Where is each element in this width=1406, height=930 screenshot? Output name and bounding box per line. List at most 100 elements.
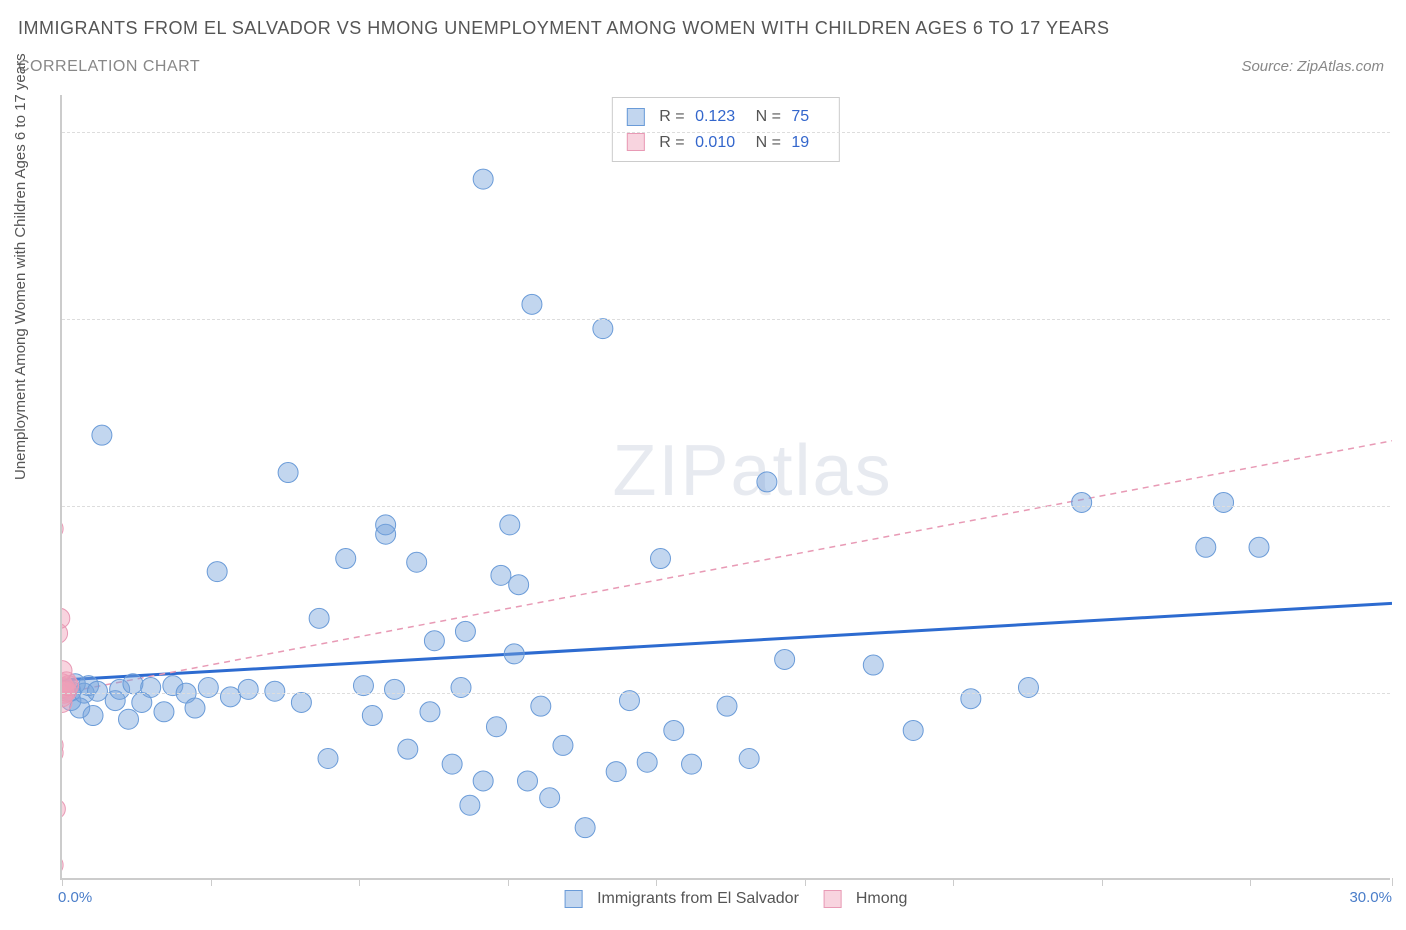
data-point xyxy=(278,463,298,483)
data-point xyxy=(407,552,427,572)
legend-n-value-1: 19 xyxy=(791,134,809,151)
data-point xyxy=(207,562,227,582)
data-point xyxy=(961,689,981,709)
data-point xyxy=(1196,537,1216,557)
data-point xyxy=(385,679,405,699)
data-point xyxy=(606,762,626,782)
data-point xyxy=(1214,492,1234,512)
x-tick xyxy=(62,878,63,886)
data-point xyxy=(220,687,240,707)
data-point xyxy=(739,749,759,769)
data-point xyxy=(198,677,218,697)
y-axis-label: Unemployment Among Women with Children A… xyxy=(12,53,29,480)
data-point xyxy=(682,754,702,774)
trend-line xyxy=(62,603,1392,680)
data-point xyxy=(593,319,613,339)
data-point xyxy=(238,679,258,699)
data-point xyxy=(420,702,440,722)
data-point xyxy=(123,674,143,694)
data-point xyxy=(473,771,493,791)
data-point xyxy=(473,169,493,189)
data-point xyxy=(83,706,103,726)
data-point xyxy=(637,752,657,772)
data-point xyxy=(491,565,511,585)
data-point xyxy=(717,696,737,716)
correlation-legend: R = 0.123 N = 75 R = 0.010 N = 19 xyxy=(612,97,840,162)
legend-r-value-0: 0.123 xyxy=(695,108,735,125)
data-point xyxy=(903,720,923,740)
data-point xyxy=(424,631,444,651)
legend-r-value-1: 0.010 xyxy=(695,134,735,151)
legend-n-value-0: 75 xyxy=(791,108,809,125)
x-axis-legend: Immigrants from El Salvador Hmong xyxy=(545,890,908,908)
data-point xyxy=(455,621,475,641)
x-tick xyxy=(508,878,509,886)
data-point xyxy=(265,681,285,701)
legend-row-series-1: R = 0.010 N = 19 xyxy=(627,130,825,156)
data-point xyxy=(62,608,70,628)
legend-n-label-0: N = xyxy=(756,108,781,125)
data-point xyxy=(62,519,63,539)
trend-line xyxy=(62,441,1392,693)
chart-subtitle: CORRELATION CHART xyxy=(18,58,200,76)
data-point xyxy=(522,294,542,314)
data-point xyxy=(504,644,524,664)
data-point xyxy=(575,818,595,838)
data-point xyxy=(863,655,883,675)
x-tick xyxy=(1102,878,1103,886)
data-point xyxy=(651,549,671,569)
data-point xyxy=(518,771,538,791)
bottom-swatch-0 xyxy=(565,890,583,908)
legend-r-label-1: R = xyxy=(659,134,684,151)
data-point xyxy=(1018,677,1038,697)
data-point xyxy=(119,709,139,729)
x-tick xyxy=(953,878,954,886)
data-point xyxy=(62,855,63,875)
data-point xyxy=(509,575,529,595)
data-point xyxy=(1072,492,1092,512)
plot-area: ZIPatlas R = 0.123 N = 75 R = 0.010 N = … xyxy=(60,95,1390,880)
gridline-h xyxy=(62,132,1390,133)
data-point xyxy=(336,549,356,569)
gridline-h xyxy=(62,506,1390,507)
bottom-label-0: Immigrants from El Salvador xyxy=(597,890,799,907)
x-tick xyxy=(805,878,806,886)
x-tick xyxy=(211,878,212,886)
data-point xyxy=(185,698,205,718)
legend-swatch-1 xyxy=(627,133,645,151)
data-point xyxy=(486,717,506,737)
legend-n-label-1: N = xyxy=(756,134,781,151)
data-point xyxy=(141,677,161,697)
data-point xyxy=(154,702,174,722)
data-point xyxy=(451,677,471,697)
gridline-h xyxy=(62,693,1390,694)
bottom-label-1: Hmong xyxy=(856,890,908,907)
data-point xyxy=(309,608,329,628)
legend-swatch-0 xyxy=(627,108,645,126)
data-point xyxy=(775,649,795,669)
data-point xyxy=(500,515,520,535)
chart-svg xyxy=(62,95,1392,880)
data-point xyxy=(376,515,396,535)
x-tick xyxy=(1250,878,1251,886)
data-point xyxy=(1249,537,1269,557)
x-tick xyxy=(359,878,360,886)
x-tick xyxy=(656,878,657,886)
data-point xyxy=(757,472,777,492)
data-point xyxy=(540,788,560,808)
data-point xyxy=(398,739,418,759)
x-tick xyxy=(1392,878,1393,886)
source-attribution: Source: ZipAtlas.com xyxy=(1241,58,1384,75)
x-tick-label-min: 0.0% xyxy=(58,889,92,906)
data-point xyxy=(531,696,551,716)
data-point xyxy=(92,425,112,445)
gridline-h xyxy=(62,319,1390,320)
data-point xyxy=(460,795,480,815)
data-point xyxy=(87,681,107,701)
data-point xyxy=(442,754,462,774)
data-point xyxy=(318,749,338,769)
chart-title: IMMIGRANTS FROM EL SALVADOR VS HMONG UNE… xyxy=(18,18,1110,39)
x-tick-label-max: 30.0% xyxy=(1349,889,1392,906)
data-point xyxy=(553,735,573,755)
data-point xyxy=(664,720,684,740)
